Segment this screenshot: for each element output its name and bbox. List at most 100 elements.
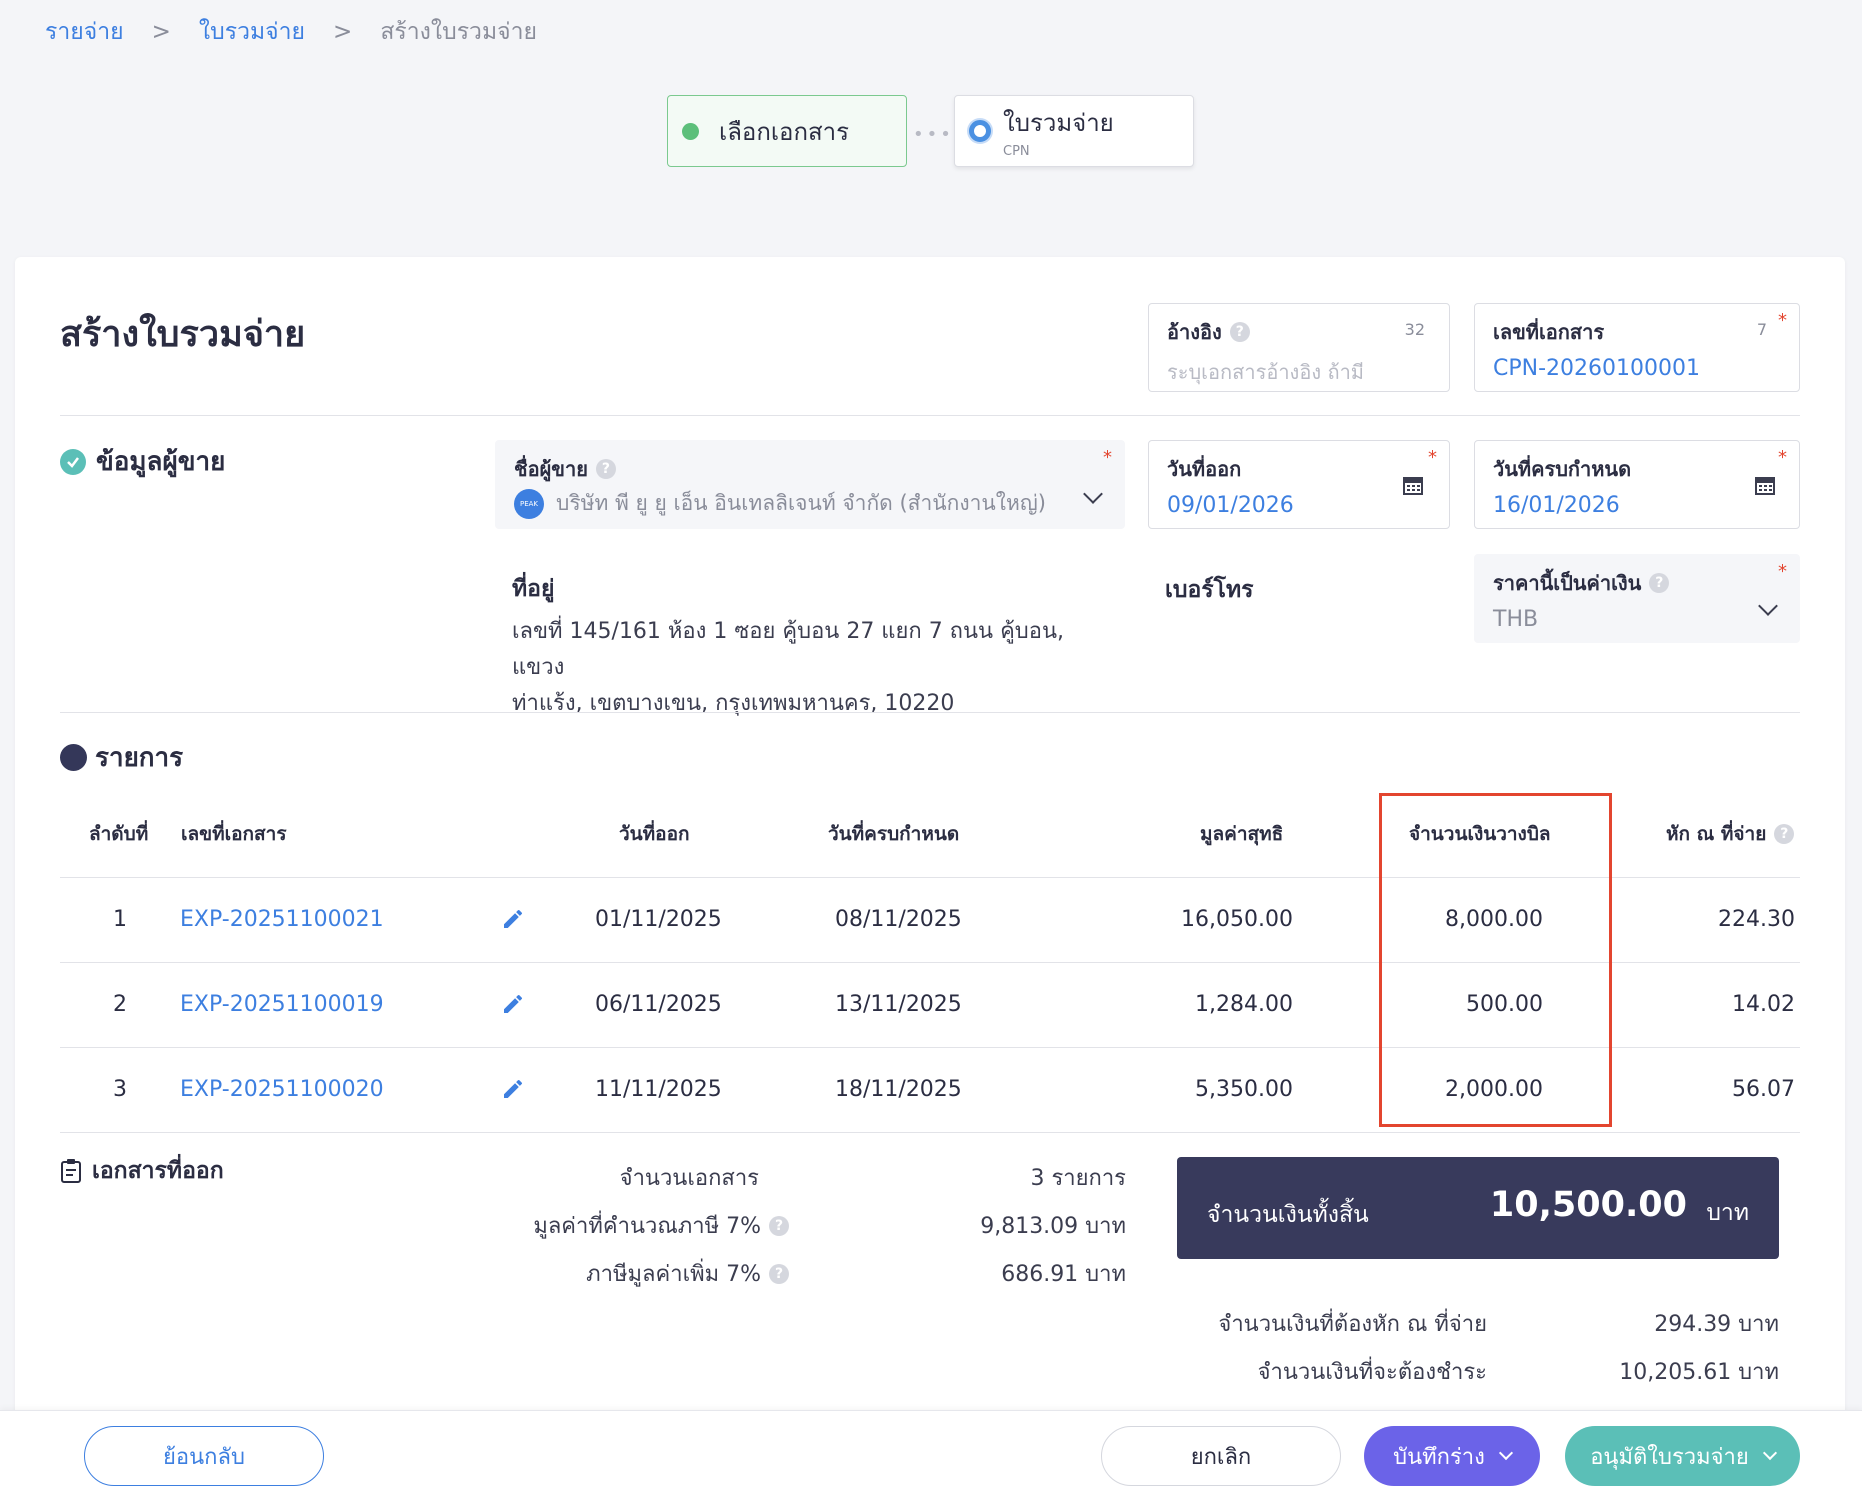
cell-due-date: 18/11/2025 [835, 1077, 962, 1102]
taxable-label-row: มูลค่าที่คำนวณภาษี 7% ? [533, 1208, 789, 1243]
cell-due-date: 13/11/2025 [835, 992, 962, 1017]
doc-number-label: เลขที่เอกสาร [1493, 320, 1605, 344]
approve-button[interactable]: อนุมัติใบรวมจ่าย [1565, 1426, 1800, 1486]
seller-name-value-row: PEAK บริษัท พี ยู ยู เอ็น อินเทลลิเจนท์ … [514, 487, 1106, 520]
breadcrumb-expenses[interactable]: รายจ่าย [45, 19, 124, 45]
cell-issue-date: 01/11/2025 [595, 907, 722, 932]
column-header-net-value: มูลค่าสุทธิ [1200, 823, 1284, 845]
reference-counter: 32 [1404, 320, 1425, 339]
cell-no: 1 [113, 907, 127, 932]
doc-count-value: 3 รายการ [1030, 1166, 1126, 1191]
grand-total-amount: 10,500.00 [1489, 1185, 1687, 1225]
column-header-issue-date: วันที่ออก [619, 823, 690, 845]
calendar-icon[interactable] [1755, 475, 1775, 495]
breadcrumb-current: สร้างใบรวมจ่าย [380, 19, 537, 45]
wht-total-value: 294.39 บาท [1654, 1312, 1779, 1337]
required-marker: * [1778, 561, 1787, 582]
grand-total-label: จำนวนเงินทั้งสิ้น [1207, 1202, 1369, 1228]
items-section-title: รายการ [60, 737, 183, 778]
clipboard-icon [61, 1159, 81, 1183]
chevron-down-icon [1762, 1445, 1777, 1461]
breadcrumb-separator: > [333, 19, 353, 45]
help-icon[interactable]: ? [769, 1263, 789, 1284]
step-connector: ••• [913, 124, 954, 145]
cancel-button[interactable]: ยกเลิก [1101, 1426, 1341, 1486]
cell-wht: 14.02 [1732, 992, 1795, 1017]
row-divider [60, 877, 1800, 878]
column-header-due-date: วันที่ครบกำหนด [828, 823, 960, 845]
help-icon[interactable]: ? [769, 1215, 789, 1236]
cell-net-value: 5,350.00 [1195, 1077, 1293, 1102]
cell-billing-amount: 2,000.00 [1445, 1077, 1543, 1102]
seller-name-value: บริษัท พี ยู ยู เอ็น อินเทลลิเจนท์ จำกัด… [556, 491, 1046, 515]
pencil-icon[interactable] [501, 992, 525, 1016]
phone-label: เบอร์โทร [1165, 577, 1254, 603]
step-complete-icon [682, 122, 699, 140]
wht-total-label: จำนวนเงินที่ต้องหัก ณ ที่จ่าย [1218, 1312, 1487, 1337]
cell-billing-amount: 8,000.00 [1445, 907, 1543, 932]
cell-wht: 56.07 [1732, 1077, 1795, 1102]
required-marker: * [1428, 447, 1437, 468]
grand-total-box: จำนวนเงินทั้งสิ้น 10,500.00 บาท [1177, 1157, 1779, 1259]
cell-doc-link[interactable]: EXP-20251100019 [180, 992, 384, 1017]
grand-total-unit: บาท [1706, 1200, 1749, 1226]
column-header-no: ลำดับที่ [89, 823, 149, 845]
currency-label-row: ราคานี้เป็นค่าเงิน ? [1493, 567, 1781, 599]
vat-label: ภาษีมูลค่าเพิ่ม 7% [586, 1262, 761, 1287]
required-marker: * [1103, 447, 1112, 468]
calendar-icon[interactable] [1403, 475, 1423, 495]
doc-number-input[interactable]: CPN-20260100001 [1493, 356, 1700, 381]
due-date-input[interactable]: 16/01/2026 [1493, 493, 1620, 518]
payable-label: จำนวนเงินที่จะต้องชำระ [1257, 1360, 1487, 1385]
payable-value: 10,205.61 บาท [1619, 1360, 1779, 1385]
row-divider [60, 1047, 1800, 1048]
help-icon[interactable]: ? [1229, 322, 1250, 342]
doc-number-field[interactable]: เลขที่เอกสาร 7 * CPN-20260100001 [1474, 303, 1800, 392]
reference-field[interactable]: อ้างอิง ? 32 ระบุเอกสารอ้างอิง ถ้ามี [1148, 303, 1450, 392]
step-combined-payment[interactable]: ใบรวมจ่าย CPN [954, 95, 1194, 167]
due-date-field[interactable]: วันที่ครบกำหนด * 16/01/2026 [1474, 440, 1800, 529]
billing-column-highlight [1379, 793, 1612, 1127]
save-draft-label: บันทึกร่าง [1393, 1444, 1485, 1470]
pencil-icon[interactable] [501, 1077, 525, 1101]
issue-date-field[interactable]: วันที่ออก * 09/01/2026 [1148, 440, 1450, 529]
issue-date-label: วันที่ออก [1167, 457, 1242, 481]
currency-value: THB [1493, 607, 1539, 632]
cell-doc-link[interactable]: EXP-20251100021 [180, 907, 384, 932]
column-header-wht-label: หัก ณ ที่จ่าย [1666, 823, 1767, 845]
taxable-value: 9,813.09 บาท [980, 1214, 1126, 1239]
step-sub-label: CPN [1003, 144, 1030, 159]
check-circle-icon [60, 448, 86, 475]
column-header-doc: เลขที่เอกสาร [181, 823, 287, 845]
approve-label: อนุมัติใบรวมจ่าย [1590, 1444, 1749, 1470]
help-icon[interactable]: ? [1649, 573, 1670, 593]
cell-issue-date: 11/11/2025 [595, 1077, 722, 1102]
main-card: สร้างใบรวมจ่าย อ้างอิง ? 32 ระบุเอกสารอ้… [15, 257, 1845, 1493]
step-label: เลือกเอกสาร [719, 117, 850, 146]
step-select-documents[interactable]: เลือกเอกสาร [667, 95, 907, 167]
cell-net-value: 16,050.00 [1181, 907, 1293, 932]
currency-select[interactable]: ราคานี้เป็นค่าเงิน ? * THB [1474, 554, 1800, 643]
save-draft-button[interactable]: บันทึกร่าง [1364, 1426, 1540, 1486]
help-icon[interactable]: ? [595, 459, 616, 479]
breadcrumb-combined-payment[interactable]: ใบรวมจ่าย [198, 19, 306, 45]
row-divider [60, 1132, 1800, 1133]
cell-doc-link[interactable]: EXP-20251100020 [180, 1077, 384, 1102]
seller-section-label: ข้อมูลผู้ขาย [96, 447, 226, 477]
issued-docs-section-title: เอกสารที่ออก [60, 1153, 224, 1189]
section-dot-icon [60, 744, 87, 771]
footer-action-bar: ย้อนกลับ ยกเลิก บันทึกร่าง อนุมัติใบรวมจ… [0, 1410, 1862, 1493]
back-button[interactable]: ย้อนกลับ [84, 1426, 324, 1486]
doc-number-counter: 7 [1756, 320, 1767, 339]
seller-name-label-row: ชื่อผู้ขาย ? [514, 453, 1106, 485]
help-icon[interactable]: ? [1774, 824, 1795, 844]
seller-name-select[interactable]: ชื่อผู้ขาย ? * PEAK บริษัท พี ยู ยู เอ็น… [495, 440, 1125, 529]
issued-docs-label: เอกสารที่ออก [92, 1158, 224, 1184]
step-text: ใบรวมจ่าย CPN [1003, 103, 1114, 159]
reference-input[interactable]: ระบุเอกสารอ้างอิง ถ้ามี [1167, 360, 1364, 384]
address-line: ท่าแร้ง, เขตบางเขน, กรุงเทพมหานคร, 10220 [512, 691, 955, 716]
vat-label-row: ภาษีมูลค่าเพิ่ม 7% ? [586, 1256, 789, 1291]
page-title: สร้างใบรวมจ่าย [60, 314, 306, 355]
pencil-icon[interactable] [501, 907, 525, 931]
issue-date-input[interactable]: 09/01/2026 [1167, 493, 1294, 518]
